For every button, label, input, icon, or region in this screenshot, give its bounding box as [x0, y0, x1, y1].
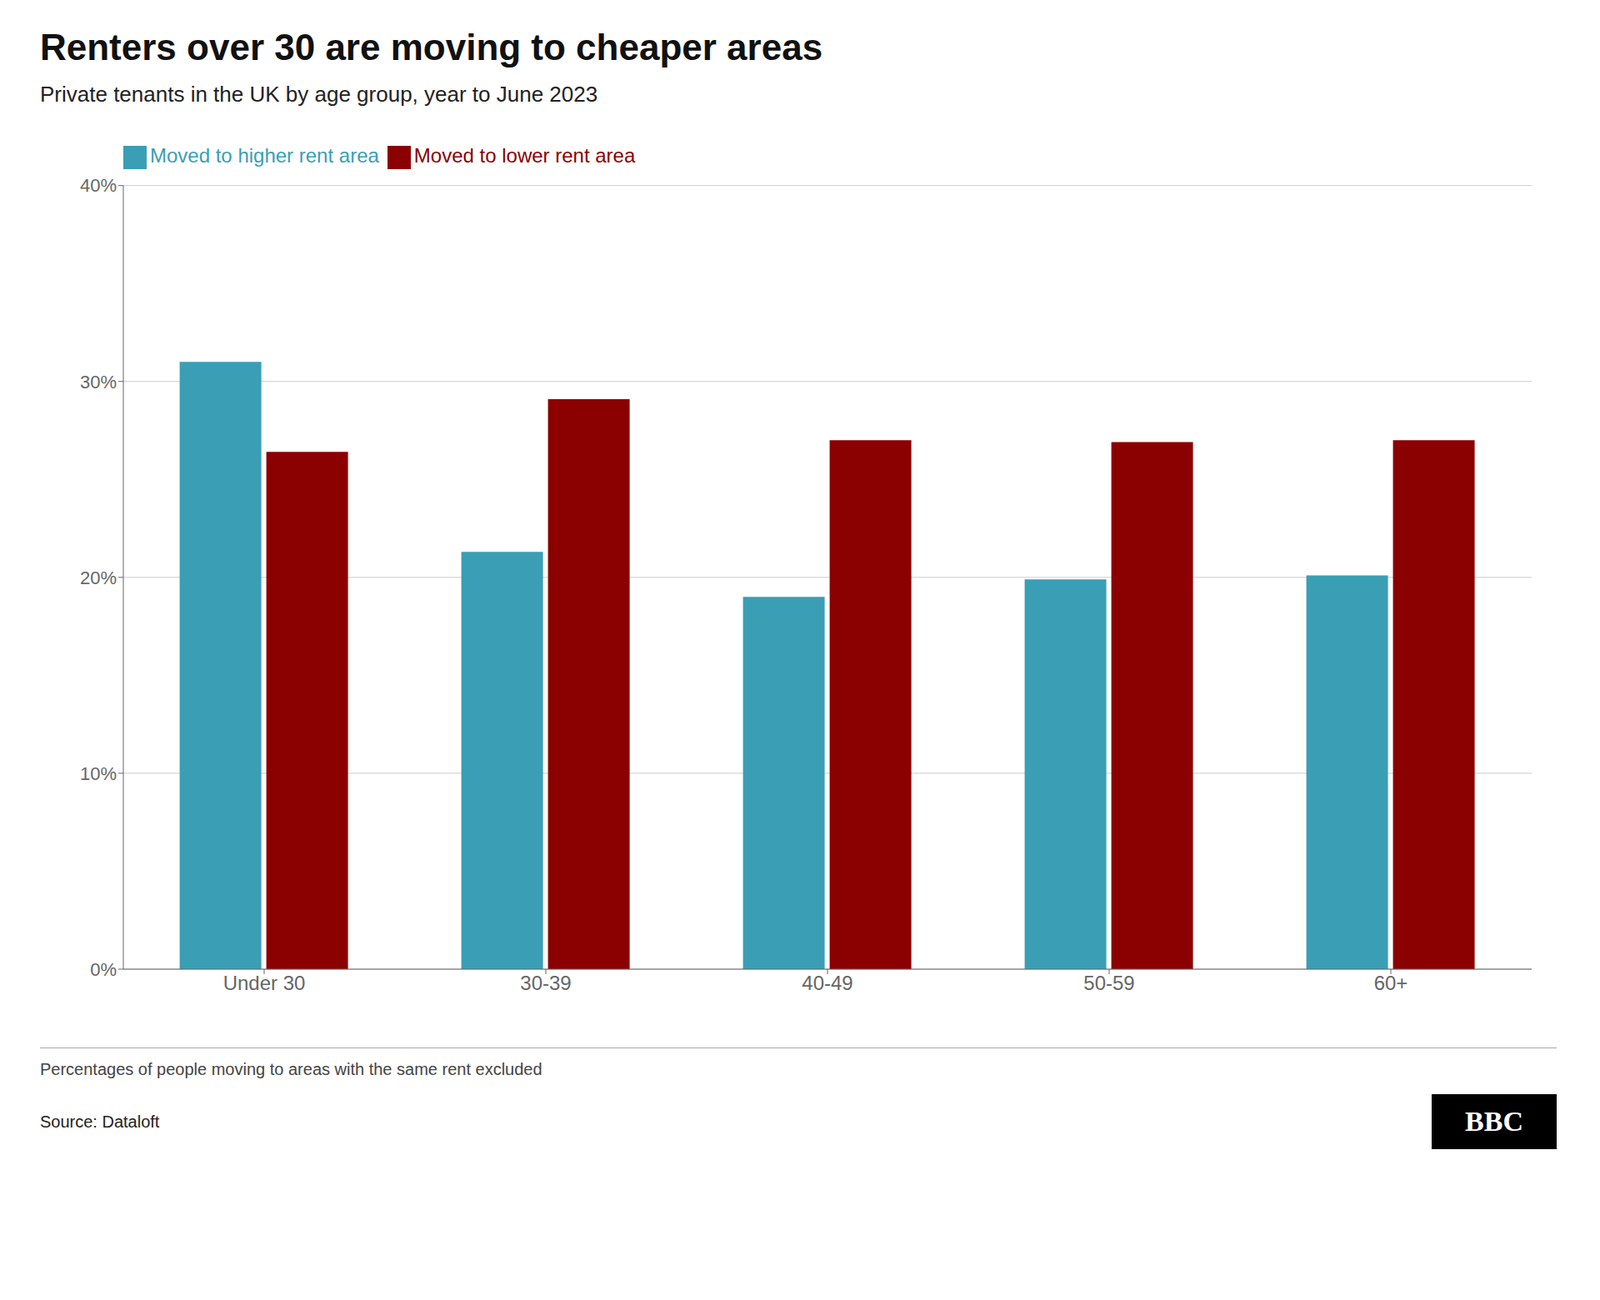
html-text:Percentages of people moving t: Percentages of people moving to areas wi… [40, 1060, 543, 1079]
html-text:BBC: BBC [1465, 1105, 1524, 1137]
svg-text:0%: 0% [90, 959, 117, 980]
html-text:Private tenants in the UK by a: Private tenants in the UK by age group, … [40, 81, 598, 107]
svg-text:20%: 20% [80, 567, 117, 589]
svg-text:40-49: 40-49 [801, 971, 853, 995]
html-text:Renters over 30 are moving to: Renters over 30 are moving to cheaper ar… [40, 26, 823, 68]
svg-text:30-39: 30-39 [520, 971, 571, 995]
svg-text:30%: 30% [80, 371, 117, 393]
html-text:Source: Dataloft: Source: Dataloft [40, 1112, 160, 1131]
svg-text:60+: 60+ [1374, 971, 1409, 995]
html-text:Moved to higher rent area: Moved to higher rent area [150, 144, 379, 167]
svg-text:40%: 40% [80, 175, 117, 196]
svg-text:10%: 10% [80, 763, 117, 785]
svg-text:50-59: 50-59 [1083, 971, 1135, 995]
svg-text:Under 30: Under 30 [223, 971, 306, 995]
html-text:Moved to lower rent area: Moved to lower rent area [414, 144, 636, 167]
